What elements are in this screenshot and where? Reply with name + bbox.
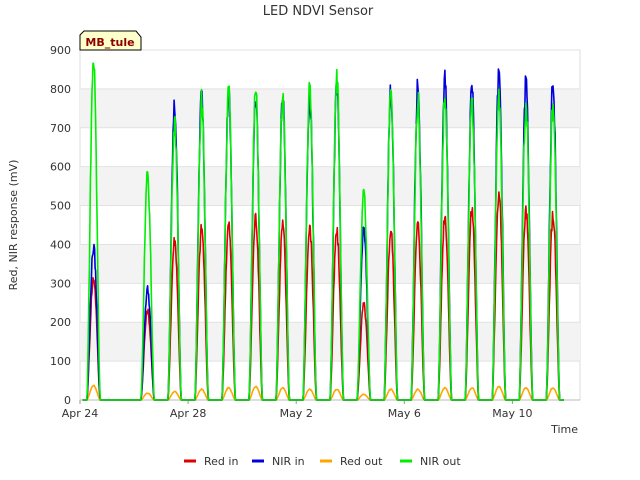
y-tick-label: 900: [50, 44, 71, 57]
grid-band: [80, 322, 580, 362]
series-lines: [82, 62, 564, 401]
y-tick-label: 800: [50, 83, 71, 96]
y-axis-ticks: 0 100 200 300 400 500 600 700 800 900: [50, 44, 71, 407]
grid-band: [80, 166, 580, 206]
legend-label: NIR out: [420, 455, 461, 468]
legend-label: NIR in: [272, 455, 305, 468]
x-axis-ticks: Apr 24 Apr 28 May 2 May 6 May 10: [62, 399, 580, 420]
y-tick-label: 700: [50, 122, 71, 135]
legend: Red in NIR in Red out NIR out: [184, 455, 461, 468]
x-tick-label: May 6: [388, 407, 421, 420]
x-axis-label: Time: [550, 423, 578, 436]
series-line-nir-out: [82, 62, 564, 401]
x-tick-label: Apr 28: [170, 407, 207, 420]
y-tick-label: 100: [50, 355, 71, 368]
y-axis-label: Red, NIR response (mV): [7, 160, 20, 291]
site-badge-box: [79, 30, 142, 51]
y-tick-label: 0: [64, 394, 71, 407]
legend-label: Red in: [204, 455, 238, 468]
grid-band: [80, 88, 580, 128]
y-tick-label: 600: [50, 161, 71, 174]
x-tick-label: May 10: [492, 407, 532, 420]
y-tick-label: 500: [50, 200, 71, 213]
y-tick-label: 300: [50, 277, 71, 290]
site-badge: MB_tule: [79, 30, 142, 51]
x-tick-label: Apr 24: [62, 407, 99, 420]
chart-title: LED NDVI Sensor: [263, 4, 374, 19]
y-tick-label: 400: [50, 238, 71, 251]
site-label: MB_tule: [85, 36, 134, 49]
x-tick-label: May 2: [280, 407, 313, 420]
y-tick-label: 200: [50, 316, 71, 329]
grid-band: [80, 244, 580, 284]
legend-label: Red out: [340, 455, 383, 468]
